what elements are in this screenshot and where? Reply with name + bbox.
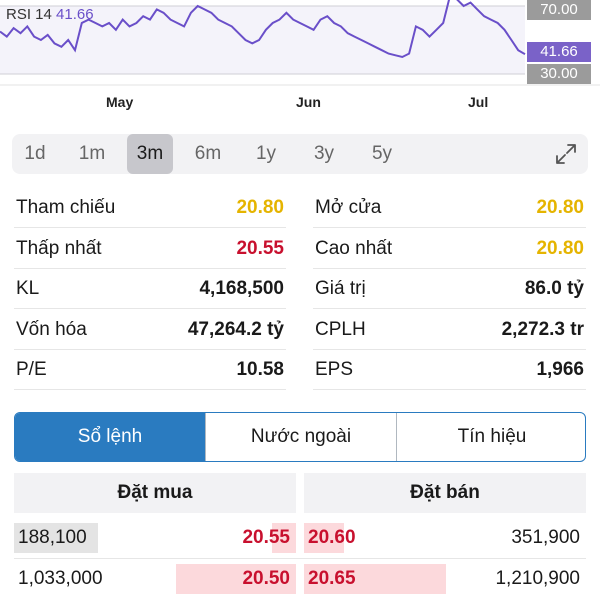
buy-price-bar — [176, 564, 296, 594]
rsi-band — [0, 6, 525, 74]
stat-value: 20.80 — [536, 237, 584, 259]
tab-divider — [396, 413, 397, 461]
buy-volume: 188,100 — [18, 527, 87, 548]
stat-value: 47,264.2 tỷ — [187, 318, 284, 340]
period-5y[interactable]: 5y — [371, 143, 393, 164]
sell-price-bar — [304, 523, 344, 553]
sell-price-bar — [304, 564, 446, 594]
buy-header: Đặt mua — [14, 473, 296, 513]
stat-label: Vốn hóa — [16, 318, 87, 340]
stats-row: KL 4,168,500 Giá trị 86.0 tỷ — [0, 269, 600, 309]
period-1y[interactable]: 1y — [255, 143, 277, 164]
month-label: Jul — [468, 94, 489, 110]
orderbook-row[interactable]: 188,100 20.55 20.60 351,900 — [0, 520, 600, 556]
stat-label: CPLH — [315, 318, 366, 340]
month-label: Jun — [296, 94, 321, 110]
stats-row: Tham chiếu 20.80 Mở cửa 20.80 — [0, 188, 600, 228]
rsi-chart: RSI 14 41.66 70.00 41.66 30.00 — [0, 0, 600, 86]
tab-so-lenh[interactable]: Sổ lệnh — [15, 413, 205, 461]
rsi-current-tag: 41.66 — [527, 42, 591, 62]
tab-divider — [205, 413, 206, 461]
rsi-value: 41.66 — [56, 6, 94, 23]
stat-label: Tham chiếu — [16, 197, 116, 218]
rsi-line — [0, 0, 526, 59]
stat-cell: Thấp nhất 20.55 — [14, 229, 286, 269]
buy-price-bar — [272, 523, 296, 553]
stat-cell: Vốn hóa 47,264.2 tỷ — [14, 310, 286, 350]
rsi-upper-tag: 70.00 — [527, 0, 591, 20]
month-axis: May Jun Jul — [0, 94, 600, 114]
stats-row: P/E 10.58 EPS 1,966 — [0, 350, 600, 390]
stat-value: 2,272.3 tr — [501, 318, 584, 340]
stat-cell: P/E 10.58 — [14, 350, 286, 390]
sell-header: Đặt bán — [304, 473, 586, 513]
tab-tin-hieu[interactable]: Tín hiệu — [457, 426, 527, 447]
tab-nuoc-ngoai[interactable]: Nước ngoài — [250, 426, 352, 447]
stat-label: KL — [16, 278, 40, 299]
rsi-legend: RSI 14 41.66 — [6, 6, 94, 23]
buy-price: 20.55 — [242, 527, 290, 548]
stat-cell: Tham chiếu 20.80 — [14, 188, 286, 228]
period-3y[interactable]: 3y — [313, 143, 335, 164]
sell-price: 20.60 — [308, 527, 356, 548]
stat-label: P/E — [16, 359, 47, 380]
stat-value: 20.80 — [536, 197, 584, 218]
sell-price: 20.65 — [308, 568, 356, 589]
stat-label: Thấp nhất — [16, 237, 102, 259]
stat-cell: KL 4,168,500 — [14, 269, 286, 309]
rsi-plot — [0, 0, 600, 86]
month-label: May — [106, 94, 134, 110]
period-selector: 1d 1m 3m 6m 1y 3y 5y — [12, 134, 588, 174]
stat-value: 4,168,500 — [199, 278, 284, 299]
stats-row: Vốn hóa 47,264.2 tỷ CPLH 2,272.3 tr — [0, 310, 600, 350]
stat-label: Giá trị — [315, 278, 366, 299]
period-1m[interactable]: 1m — [78, 143, 106, 164]
rsi-label-text: RSI 14 — [6, 6, 52, 23]
buy-price: 20.50 — [242, 568, 290, 589]
orderbook-row[interactable]: 1,033,000 20.50 20.65 1,210,900 — [0, 561, 600, 597]
stat-value: 20.80 — [236, 197, 284, 218]
stat-cell: Mở cửa 20.80 — [313, 188, 586, 228]
stat-cell: CPLH 2,272.3 tr — [313, 310, 586, 350]
buy-volume-bar — [14, 523, 98, 553]
period-6m[interactable]: 6m — [194, 143, 222, 164]
sell-volume: 351,900 — [511, 527, 580, 548]
row-divider — [14, 558, 586, 559]
stat-value: 1,966 — [536, 359, 584, 380]
stat-label: EPS — [315, 359, 354, 380]
stat-label: Cao nhất — [315, 237, 393, 259]
stat-value: 10.58 — [236, 359, 284, 380]
stat-cell: Giá trị 86.0 tỷ — [313, 269, 586, 309]
stat-value: 20.55 — [236, 237, 284, 259]
orderbook-tabs: Sổ lệnh Nước ngoài Tín hiệu — [14, 412, 586, 462]
stat-value: 86.0 tỷ — [524, 278, 584, 299]
stat-label: Mở cửa — [315, 197, 382, 218]
buy-volume: 1,033,000 — [18, 568, 103, 589]
stat-cell: EPS 1,966 — [313, 350, 586, 390]
sell-volume: 1,210,900 — [495, 568, 580, 589]
period-1d[interactable]: 1d — [24, 143, 46, 164]
rsi-lower-tag: 30.00 — [527, 64, 591, 84]
expand-icon[interactable] — [554, 142, 578, 166]
period-3m[interactable]: 3m — [127, 134, 173, 174]
stats-row: Thấp nhất 20.55 Cao nhất 20.80 — [0, 229, 600, 269]
stat-cell: Cao nhất 20.80 — [313, 229, 586, 269]
